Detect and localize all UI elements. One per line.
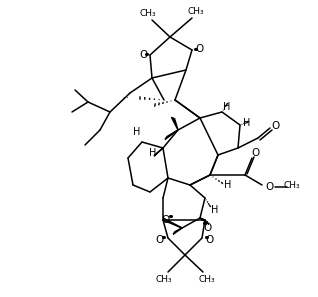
Text: H: H — [243, 118, 251, 128]
Text: CH₃: CH₃ — [156, 276, 172, 285]
Text: O: O — [265, 182, 273, 192]
Text: O: O — [195, 44, 203, 54]
Text: H: H — [133, 127, 141, 137]
Polygon shape — [200, 218, 209, 224]
Text: CH₃: CH₃ — [284, 181, 300, 190]
Text: O: O — [204, 223, 212, 233]
Text: CH₃: CH₃ — [199, 276, 215, 285]
Text: O: O — [161, 215, 169, 225]
Text: O: O — [206, 235, 214, 245]
Text: CH₃: CH₃ — [188, 7, 204, 17]
Text: O: O — [139, 50, 147, 60]
Polygon shape — [165, 130, 178, 140]
Text: ···: ··· — [123, 95, 129, 101]
Text: H: H — [211, 205, 219, 215]
Text: H: H — [224, 180, 232, 190]
Text: CH₃: CH₃ — [140, 10, 156, 18]
Polygon shape — [171, 117, 178, 130]
Text: H: H — [223, 102, 231, 112]
Text: O: O — [156, 235, 164, 245]
Text: O: O — [272, 121, 280, 131]
Text: O: O — [252, 148, 260, 158]
Text: H: H — [149, 148, 157, 158]
Polygon shape — [154, 148, 163, 156]
Polygon shape — [173, 228, 182, 234]
